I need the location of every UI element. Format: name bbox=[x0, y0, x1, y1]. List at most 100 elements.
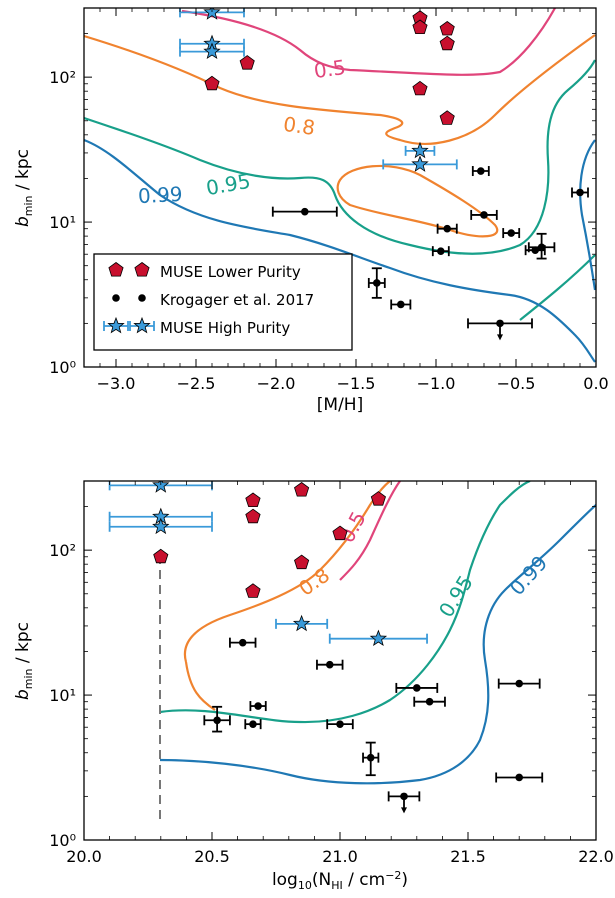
muse-lower-point-6 bbox=[412, 80, 428, 96]
muse-lower-point-1 bbox=[245, 492, 261, 508]
y-tick-label: 10¹ bbox=[49, 686, 76, 705]
y-axis-label-1: bmin / kpc bbox=[13, 149, 35, 227]
contour-0.5-2 bbox=[339, 481, 401, 581]
contour-0.8-inner bbox=[336, 164, 499, 238]
krogager-point-9 bbox=[531, 246, 539, 254]
muse-high-point-4 bbox=[369, 629, 388, 647]
contour-label-0.95: 0.95 bbox=[204, 169, 252, 200]
muse-lower-point-5 bbox=[439, 35, 455, 51]
legend-label-muse-high: MUSE High Purity bbox=[160, 319, 290, 337]
contour-0.8-2 bbox=[183, 481, 391, 663]
krogager-point-0 bbox=[301, 207, 309, 216]
muse-high-point-0 bbox=[152, 481, 170, 493]
x-tick-label: −2.0 bbox=[257, 374, 296, 393]
muse-high-point-legend-a bbox=[107, 316, 125, 334]
krogager-point-4 bbox=[425, 697, 434, 706]
x-tick-label: −1.0 bbox=[417, 374, 456, 393]
muse-lower-point-0 bbox=[204, 75, 220, 91]
panel-metallicity: 0.5 0.8 0.95 0.99 −3.0 −2.5 −2.0 −1.5 −1.0 −0… bbox=[13, 7, 609, 415]
muse-high-point-legend-b bbox=[133, 316, 151, 334]
krogager-point-10 bbox=[400, 792, 408, 801]
krogager-point-4 bbox=[576, 188, 584, 197]
contour-label-0.5: 0.5 bbox=[312, 55, 347, 83]
contour-0.95-lower bbox=[519, 254, 596, 321]
contour-label-0.99-2: 0.99 bbox=[505, 551, 553, 600]
krogager-point-1 bbox=[325, 660, 334, 669]
krogager-point-6 bbox=[443, 224, 452, 233]
legend: MUSE Lower Purity Krogager et al. 2017 M… bbox=[93, 253, 353, 351]
krogager-point-2 bbox=[397, 300, 405, 309]
axes-panel1: −3.0 −2.5 −2.0 −1.5 −1.0 −0.5 0.0 10⁰ 10¹ 10² bbox=[49, 7, 609, 393]
contour-0.5 bbox=[181, 8, 556, 76]
krogager-point-8 bbox=[336, 720, 344, 728]
krogager-point-5 bbox=[254, 702, 262, 710]
krogager-point-6 bbox=[213, 716, 221, 725]
krogager-point-7 bbox=[249, 720, 257, 728]
muse-lower-point-0 bbox=[153, 548, 169, 564]
krogager-point-0 bbox=[238, 638, 247, 647]
muse-high-point-3 bbox=[411, 141, 429, 159]
x-tick-label: 0.0 bbox=[583, 374, 608, 393]
y-tick-label: 10¹ bbox=[49, 213, 76, 232]
muse-lower-point-2 bbox=[245, 508, 261, 524]
contour-0.8 bbox=[84, 34, 596, 145]
krogager-point-11 bbox=[515, 773, 523, 782]
x-tick-label: −2.5 bbox=[177, 374, 216, 393]
contour-0.95-2 bbox=[159, 481, 531, 724]
muse-high-point-2 bbox=[152, 517, 170, 535]
contour-0.99-right bbox=[579, 139, 596, 291]
contour-label-0.99: 0.99 bbox=[137, 182, 183, 208]
panel-column-density: 0.5 0.8 0.95 0.99 20.0 20.5 21.0 21.5 22.010… bbox=[13, 480, 614, 892]
y-axis-label-2: bmin / kpc bbox=[13, 622, 35, 700]
muse-high-point-0 bbox=[203, 8, 221, 20]
x-axis-label-2: log10(NHI / cm−2) bbox=[272, 869, 408, 892]
contour-0.95 bbox=[84, 59, 596, 255]
krogager-point-2 bbox=[413, 684, 421, 692]
x-axis-label-1: [M/H] bbox=[317, 395, 363, 415]
y-tick-label: 10² bbox=[49, 541, 76, 560]
contour-0.8-2b bbox=[184, 661, 216, 711]
contour-0.99 bbox=[84, 138, 596, 363]
x-tick-label: 20.0 bbox=[66, 847, 102, 866]
krogager-point-9 bbox=[366, 753, 375, 762]
legend-label-muse-lower: MUSE Lower Purity bbox=[160, 263, 301, 281]
marks-panel2 bbox=[108, 481, 544, 814]
muse-lower-point-5 bbox=[370, 491, 386, 506]
krogager-point-3 bbox=[515, 679, 523, 688]
legend-label-krogager: Krogager et al. 2017 bbox=[160, 291, 314, 309]
muse-high-point-2 bbox=[203, 42, 221, 60]
contour-label-0.8: 0.8 bbox=[282, 112, 317, 140]
muse-lower-point-4 bbox=[439, 21, 455, 36]
x-tick-label: −0.5 bbox=[497, 374, 536, 393]
x-tick-label: −1.5 bbox=[337, 374, 376, 393]
muse-lower-point-legend-b bbox=[134, 262, 150, 277]
krogager-point-5 bbox=[480, 211, 488, 219]
x-tick-label: 21.0 bbox=[322, 847, 358, 866]
muse-high-point-4 bbox=[411, 155, 429, 172]
x-tick-label: 22.0 bbox=[578, 847, 614, 866]
krogager-point-1 bbox=[373, 279, 381, 287]
muse-lower-point-legend-a bbox=[108, 262, 124, 277]
legend-swatches bbox=[103, 262, 155, 334]
contour-label-0.95-2: 0.95 bbox=[434, 571, 478, 621]
y-tick-label: 10² bbox=[49, 68, 76, 87]
muse-lower-point-3 bbox=[294, 482, 310, 497]
axes-panel2: 20.0 20.5 21.0 21.5 22.0 10⁰ 10¹ 10² bbox=[49, 480, 614, 866]
krogager-point-7 bbox=[507, 229, 515, 237]
muse-lower-point-4 bbox=[332, 525, 348, 541]
muse-lower-point-7 bbox=[245, 583, 261, 598]
krogager-point-legend-b bbox=[138, 294, 146, 302]
y-tick-label: 10⁰ bbox=[49, 831, 76, 850]
krogager-point-8 bbox=[437, 247, 445, 255]
krogager-point-3 bbox=[477, 167, 485, 175]
x-tick-label: 20.5 bbox=[194, 847, 230, 866]
upper-limit-arrow bbox=[497, 334, 503, 341]
muse-lower-point-1 bbox=[239, 55, 255, 70]
muse-high-point-3 bbox=[292, 614, 311, 632]
krogager-point-11 bbox=[496, 319, 504, 328]
marks-panel1 bbox=[179, 8, 589, 341]
y-tick-label: 10⁰ bbox=[49, 358, 76, 377]
x-tick-label: 21.5 bbox=[450, 847, 486, 866]
muse-lower-point-3 bbox=[412, 19, 428, 34]
